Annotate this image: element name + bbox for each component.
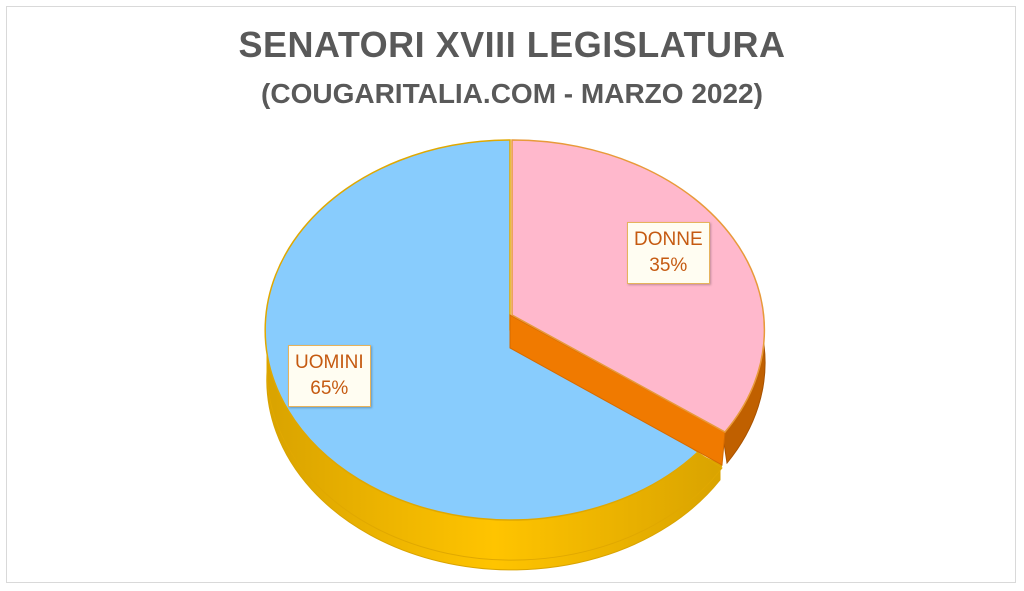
label-donne-category: DONNE	[634, 229, 703, 250]
chart-title: SENATORI XVIII LEGISLATURA	[238, 24, 786, 65]
label-uomini-value: 65%	[310, 378, 349, 399]
label-uomini-category: UOMINI	[295, 352, 364, 373]
label-uomini: UOMINI 65%	[288, 345, 371, 407]
label-donne-value: 35%	[649, 255, 688, 276]
slice-uomini	[264, 139, 700, 521]
label-donne: DONNE 35%	[627, 222, 710, 284]
slice-donne	[511, 139, 766, 433]
chart-subtitle: (COUGARITALIA.COM - MARZO 2022)	[261, 78, 763, 109]
